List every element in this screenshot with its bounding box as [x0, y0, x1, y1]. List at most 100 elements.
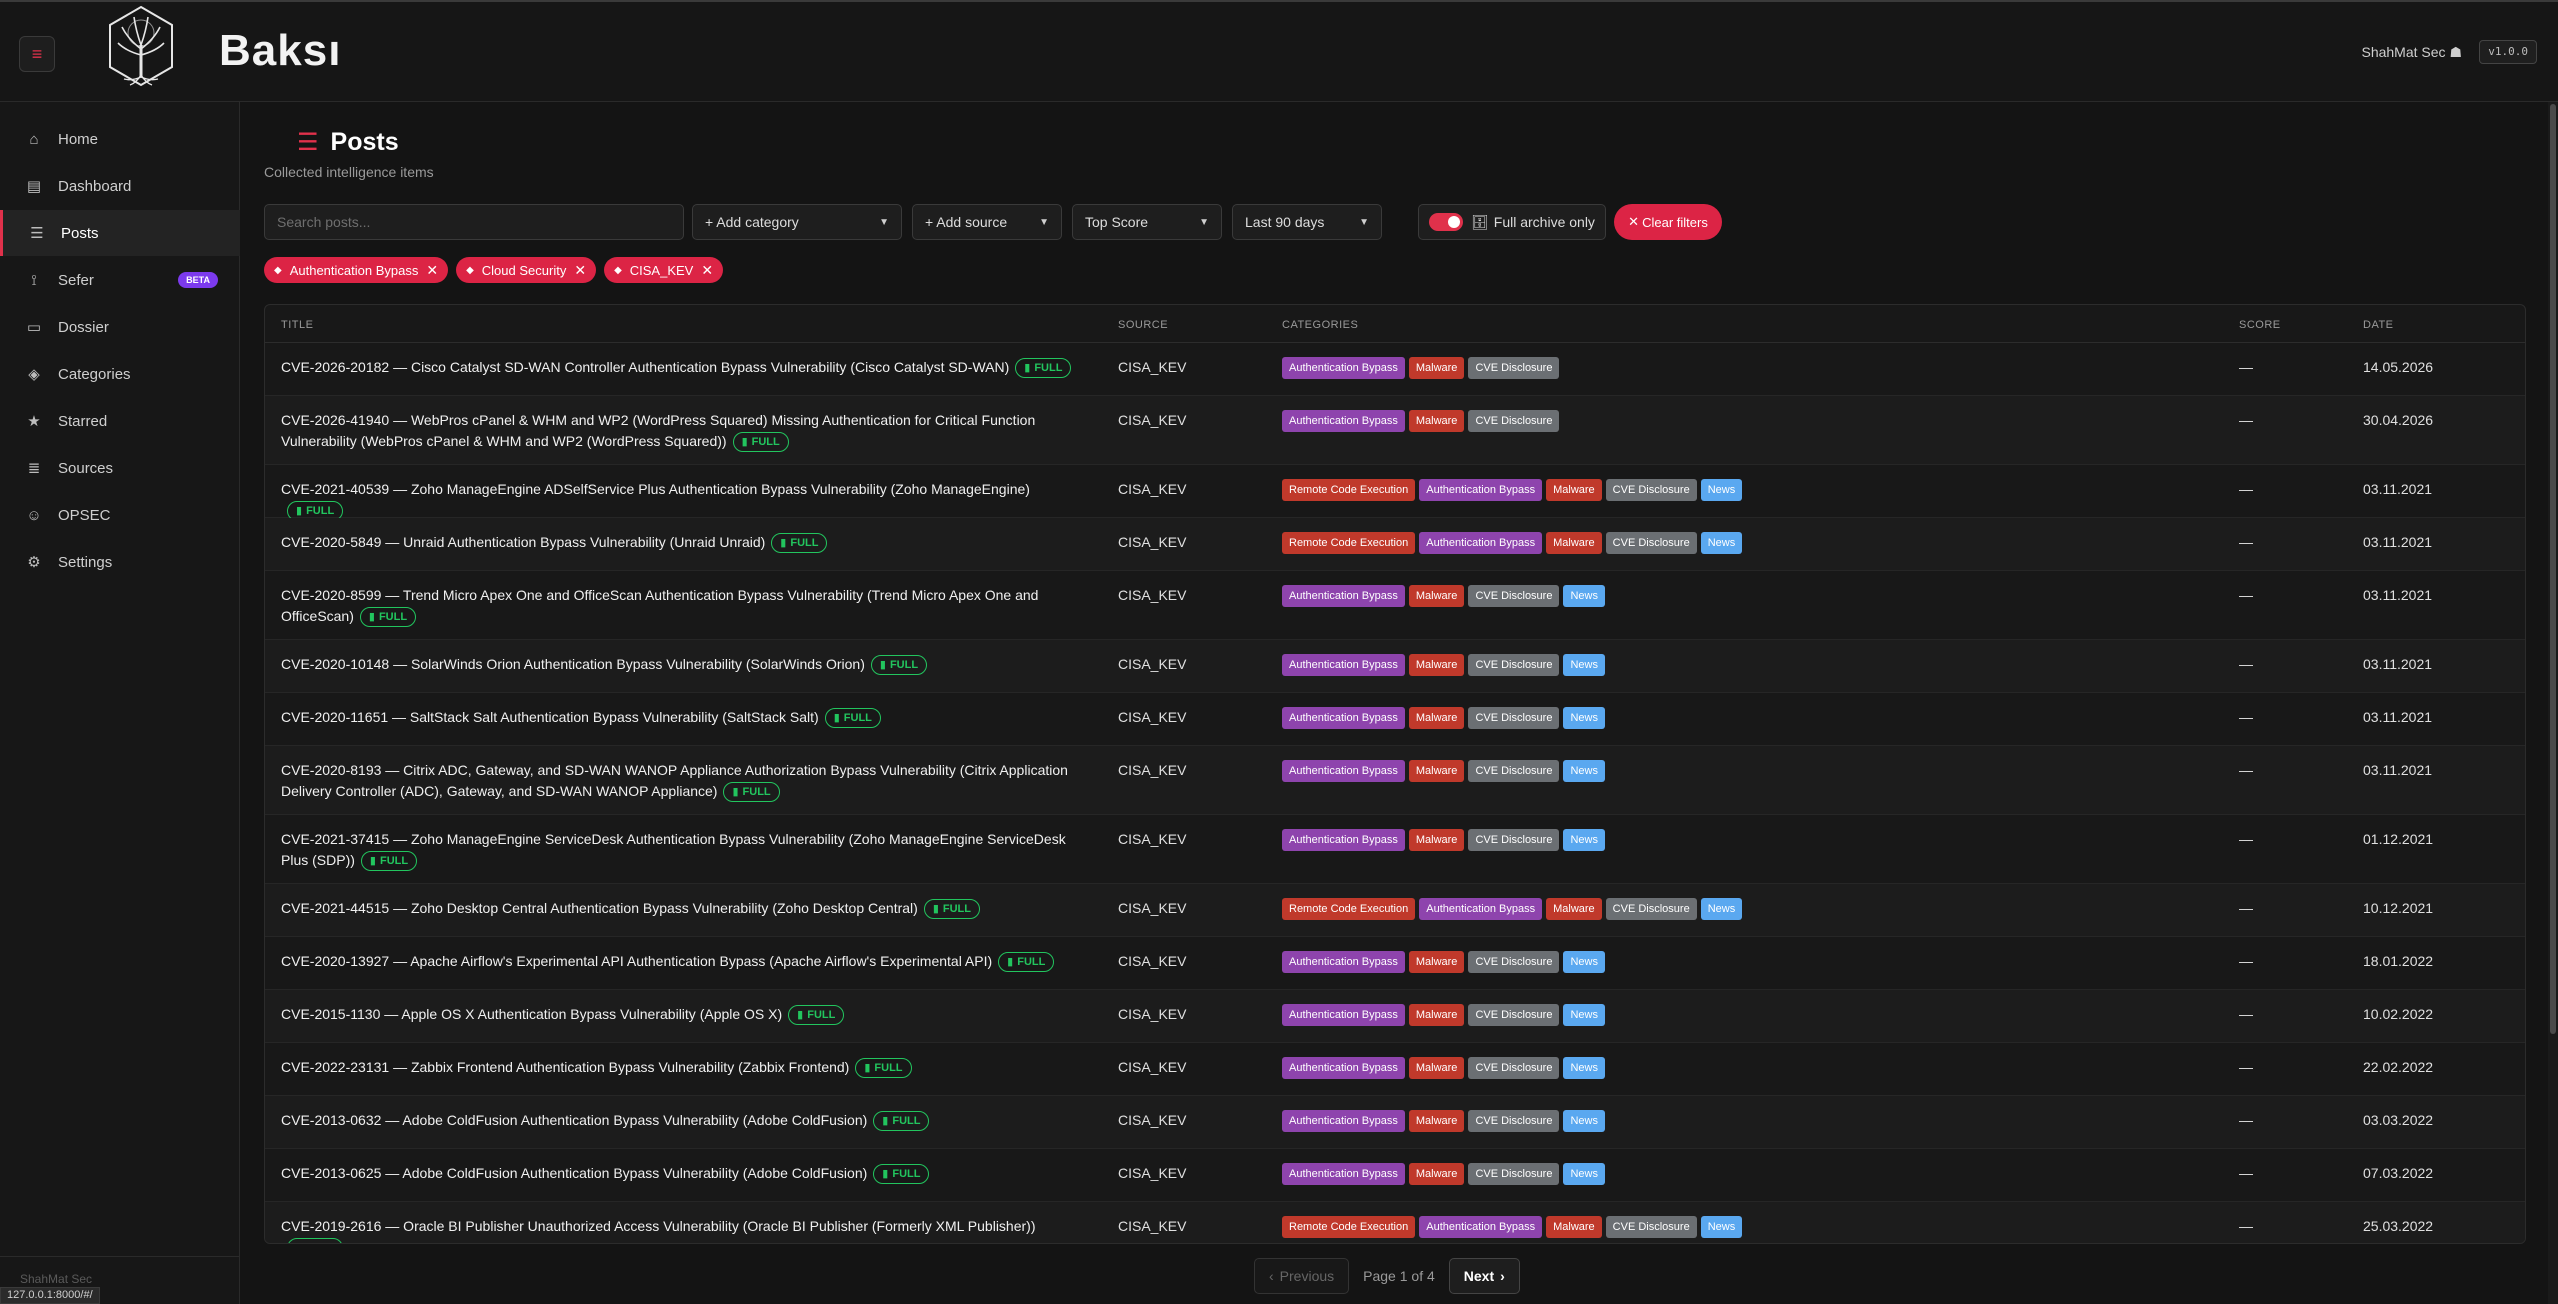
post-title[interactable]: CVE-2026-20182 — Cisco Catalyst SD-WAN C… — [281, 357, 1081, 379]
next-button[interactable]: Next › — [1448, 1258, 1520, 1294]
category-tag[interactable]: Malware — [1408, 1163, 1465, 1185]
category-tag[interactable]: Authentication Bypass — [1282, 585, 1405, 607]
sidebar-item-starred[interactable]: ★ Starred — [0, 398, 240, 444]
category-tag[interactable]: Authentication Bypass — [1419, 1216, 1543, 1238]
post-title[interactable]: CVE-2019-2616 — Oracle BI Publisher Unau… — [281, 1216, 1081, 1243]
sidebar-item-dossier[interactable]: ▭ Dossier — [0, 304, 240, 350]
post-title[interactable]: CVE-2020-10148 — SolarWinds Orion Authen… — [281, 654, 1081, 676]
table-row[interactable]: CVE-2021-37415 — Zoho ManageEngine Servi… — [265, 815, 2525, 884]
table-row[interactable]: CVE-2020-5849 — Unraid Authentication By… — [265, 518, 2525, 571]
category-tag[interactable]: CVE Disclosure — [1468, 1057, 1560, 1079]
category-tag[interactable]: Authentication Bypass — [1419, 898, 1543, 920]
category-tag[interactable]: Malware — [1408, 1004, 1465, 1026]
header-date[interactable]: DATE — [2363, 319, 2394, 331]
scrollbar-thumb[interactable] — [2550, 104, 2556, 1034]
category-tag[interactable]: Remote Code Execution — [1282, 1216, 1416, 1238]
category-tag[interactable]: CVE Disclosure — [1605, 898, 1697, 920]
category-tag[interactable]: CVE Disclosure — [1468, 1110, 1560, 1132]
header-categories[interactable]: CATEGORIES — [1282, 319, 1359, 331]
category-tag[interactable]: News — [1563, 654, 1605, 676]
category-tag[interactable]: Authentication Bypass — [1282, 1110, 1405, 1132]
table-row[interactable]: CVE-2020-10148 — SolarWinds Orion Authen… — [265, 640, 2525, 693]
category-tag[interactable]: CVE Disclosure — [1605, 532, 1697, 554]
category-tag[interactable]: Authentication Bypass — [1282, 1004, 1405, 1026]
category-tag[interactable]: Malware — [1408, 760, 1465, 782]
category-tag[interactable]: Authentication Bypass — [1282, 410, 1405, 432]
table-row[interactable]: CVE-2026-20182 — Cisco Catalyst SD-WAN C… — [265, 343, 2525, 396]
category-tag[interactable]: News — [1563, 1163, 1605, 1185]
category-tag[interactable]: CVE Disclosure — [1468, 951, 1560, 973]
category-tag[interactable]: Authentication Bypass — [1282, 951, 1405, 973]
category-tag[interactable]: CVE Disclosure — [1468, 410, 1560, 432]
clear-filters-button[interactable]: ✕ Clear filters — [1614, 204, 1722, 240]
post-title[interactable]: CVE-2013-0632 — Adobe ColdFusion Authent… — [281, 1110, 1081, 1132]
category-tag[interactable]: Remote Code Execution — [1282, 532, 1416, 554]
filter-chip[interactable]: ◆ Cloud Security ✕ — [456, 257, 597, 283]
category-tag[interactable]: Authentication Bypass — [1282, 1163, 1405, 1185]
category-tag[interactable]: Remote Code Execution — [1282, 898, 1416, 920]
category-tag[interactable]: Authentication Bypass — [1282, 707, 1405, 729]
category-tag[interactable]: News — [1563, 585, 1605, 607]
category-tag[interactable]: CVE Disclosure — [1468, 1163, 1560, 1185]
filter-chip[interactable]: ◆ CISA_KEV ✕ — [604, 257, 724, 283]
category-tag[interactable]: Malware — [1546, 1216, 1602, 1238]
table-row[interactable]: CVE-2022-23131 — Zabbix Frontend Authent… — [265, 1043, 2525, 1096]
header-score[interactable]: SCORE — [2239, 319, 2281, 331]
category-tag[interactable]: Malware — [1408, 951, 1465, 973]
table-row[interactable]: CVE-2021-40539 — Zoho ManageEngine ADSel… — [265, 465, 2525, 522]
remove-chip-icon[interactable]: ✕ — [701, 261, 714, 278]
post-title[interactable]: CVE-2020-11651 — SaltStack Salt Authenti… — [281, 707, 1081, 729]
post-title[interactable]: CVE-2021-37415 — Zoho ManageEngine Servi… — [281, 829, 1081, 872]
category-tag[interactable]: Authentication Bypass — [1282, 1057, 1405, 1079]
category-tag[interactable]: Authentication Bypass — [1282, 829, 1405, 851]
category-tag[interactable]: Authentication Bypass — [1419, 532, 1543, 554]
category-tag[interactable]: Authentication Bypass — [1419, 479, 1543, 501]
category-tag[interactable]: Malware — [1408, 585, 1465, 607]
table-row[interactable]: CVE-2020-13927 — Apache Airflow's Experi… — [265, 937, 2525, 990]
source-select[interactable]: + Add source ▼ — [912, 204, 1062, 240]
category-tag[interactable]: CVE Disclosure — [1468, 707, 1560, 729]
table-row[interactable]: CVE-2013-0625 — Adobe ColdFusion Authent… — [265, 1149, 2525, 1202]
category-tag[interactable]: News — [1563, 1057, 1605, 1079]
category-tag[interactable]: CVE Disclosure — [1468, 585, 1560, 607]
archive-toggle[interactable]: 🗄 Full archive only — [1418, 204, 1606, 240]
remove-chip-icon[interactable]: ✕ — [574, 261, 587, 278]
category-tag[interactable]: Authentication Bypass — [1282, 654, 1405, 676]
category-tag[interactable]: News — [1700, 898, 1743, 920]
table-row[interactable]: CVE-2026-41940 — WebPros cPanel & WHM an… — [265, 396, 2525, 465]
category-tag[interactable]: CVE Disclosure — [1468, 654, 1560, 676]
sidebar-item-categories[interactable]: ◈ Categories — [0, 351, 240, 397]
sidebar-item-dashboard[interactable]: ▤ Dashboard — [0, 163, 240, 209]
sidebar-item-posts[interactable]: ☰ Posts — [0, 210, 240, 256]
table-row[interactable]: CVE-2015-1130 — Apple OS X Authenticatio… — [265, 990, 2525, 1043]
category-tag[interactable]: News — [1563, 1004, 1605, 1026]
category-tag[interactable]: CVE Disclosure — [1468, 760, 1560, 782]
post-title[interactable]: CVE-2026-41940 — WebPros cPanel & WHM an… — [281, 410, 1081, 453]
category-tag[interactable]: News — [1700, 1216, 1743, 1238]
category-tag[interactable]: Malware — [1546, 479, 1602, 501]
category-tag[interactable]: Malware — [1408, 654, 1465, 676]
header-source[interactable]: SOURCE — [1118, 319, 1169, 331]
category-tag[interactable]: Authentication Bypass — [1282, 357, 1405, 379]
menu-toggle-button[interactable]: ≡ — [19, 36, 55, 72]
remove-chip-icon[interactable]: ✕ — [426, 261, 439, 278]
header-title[interactable]: TITLE — [281, 319, 314, 331]
category-tag[interactable]: News — [1700, 532, 1743, 554]
table-row[interactable]: CVE-2020-11651 — SaltStack Salt Authenti… — [265, 693, 2525, 746]
category-tag[interactable]: CVE Disclosure — [1468, 829, 1560, 851]
date-range-select[interactable]: Last 90 days ▼ — [1232, 204, 1382, 240]
category-select[interactable]: + Add category ▼ — [692, 204, 902, 240]
category-tag[interactable]: Malware — [1408, 1057, 1465, 1079]
category-tag[interactable]: News — [1563, 760, 1605, 782]
table-row[interactable]: CVE-2013-0632 — Adobe ColdFusion Authent… — [265, 1096, 2525, 1149]
post-title[interactable]: CVE-2020-8193 — Citrix ADC, Gateway, and… — [281, 760, 1081, 803]
toggle-switch[interactable] — [1429, 213, 1463, 231]
category-tag[interactable]: Malware — [1408, 829, 1465, 851]
post-title[interactable]: CVE-2020-13927 — Apache Airflow's Experi… — [281, 951, 1081, 973]
sidebar-item-opsec[interactable]: ☺ OPSEC — [0, 492, 240, 538]
category-tag[interactable]: News — [1563, 1110, 1605, 1132]
category-tag[interactable]: Authentication Bypass — [1282, 760, 1405, 782]
category-tag[interactable]: Malware — [1408, 1110, 1465, 1132]
post-title[interactable]: CVE-2021-44515 — Zoho Desktop Central Au… — [281, 898, 1081, 920]
user-menu[interactable]: ShahMat Sec ☗ — [2361, 44, 2462, 61]
